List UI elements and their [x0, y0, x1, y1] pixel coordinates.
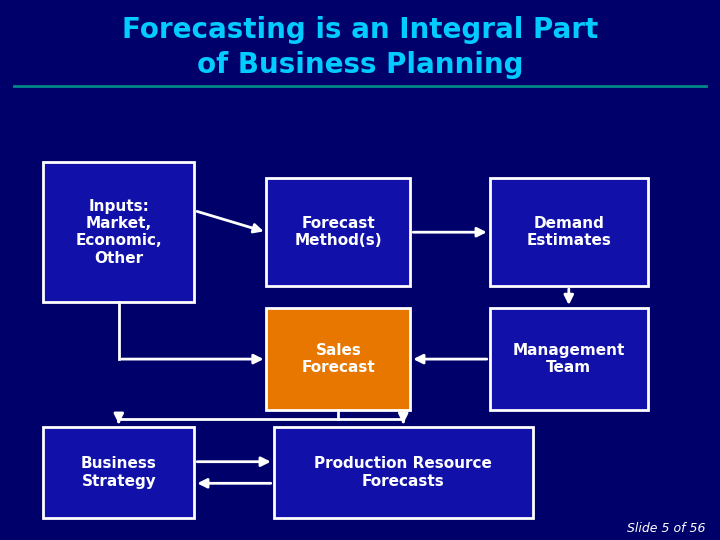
FancyBboxPatch shape [490, 308, 648, 410]
Text: Management
Team: Management Team [513, 343, 625, 375]
Text: Inputs:
Market,
Economic,
Other: Inputs: Market, Economic, Other [76, 199, 162, 266]
FancyBboxPatch shape [43, 427, 194, 518]
FancyBboxPatch shape [266, 308, 410, 410]
Text: Business
Strategy: Business Strategy [81, 456, 157, 489]
FancyBboxPatch shape [490, 178, 648, 286]
FancyBboxPatch shape [266, 178, 410, 286]
FancyBboxPatch shape [43, 162, 194, 302]
FancyBboxPatch shape [274, 427, 533, 518]
Text: Slide 5 of 56: Slide 5 of 56 [627, 522, 706, 535]
Text: Forecasting is an Integral Part
of Business Planning: Forecasting is an Integral Part of Busin… [122, 16, 598, 79]
Text: Sales
Forecast: Sales Forecast [302, 343, 375, 375]
Text: Demand
Estimates: Demand Estimates [526, 216, 611, 248]
Text: Forecast
Method(s): Forecast Method(s) [294, 216, 382, 248]
Text: Production Resource
Forecasts: Production Resource Forecasts [314, 456, 492, 489]
